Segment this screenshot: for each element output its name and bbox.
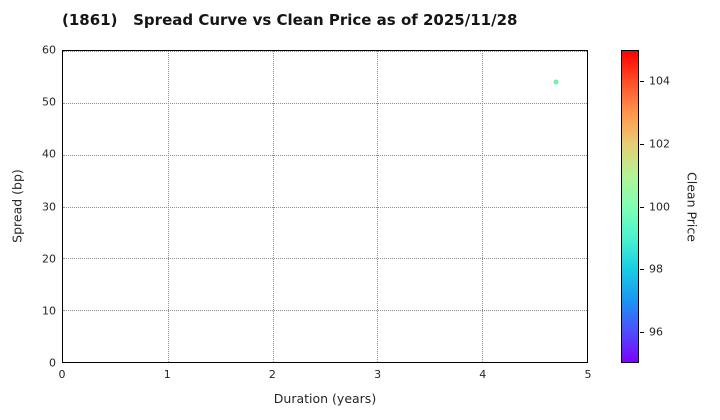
gridline-horizontal bbox=[63, 310, 587, 312]
gridline-horizontal bbox=[63, 102, 587, 104]
x-tick-label: 2 bbox=[268, 368, 276, 381]
x-tick-label: 4 bbox=[479, 368, 487, 381]
plot-area bbox=[62, 50, 588, 363]
y-tick-label: 30 bbox=[42, 200, 56, 213]
colorbar-tick-mark bbox=[640, 269, 644, 271]
colorbar-tick-mark bbox=[640, 206, 644, 208]
x-tick-label: 0 bbox=[58, 368, 66, 381]
colorbar-label: Clean Price bbox=[684, 172, 700, 242]
colorbar-tick-mark bbox=[640, 143, 644, 145]
x-axis-label: Duration (years) bbox=[273, 391, 377, 406]
x-tick-label: 3 bbox=[374, 368, 382, 381]
colorbar-tick-label: 98 bbox=[649, 262, 663, 276]
chart-title: (1861) Spread Curve vs Clean Price as of… bbox=[62, 11, 518, 29]
gridline-horizontal bbox=[63, 258, 587, 260]
y-axis-label: Spread (bp) bbox=[9, 169, 25, 243]
colorbar-tick-mark bbox=[640, 81, 644, 83]
gridline-horizontal bbox=[63, 154, 587, 156]
y-tick-label: 50 bbox=[42, 95, 56, 109]
colorbar-tick-label: 96 bbox=[649, 325, 663, 339]
gridline-horizontal bbox=[63, 206, 587, 208]
data-point bbox=[553, 79, 559, 85]
colorbar-tick-label: 102 bbox=[649, 137, 670, 151]
colorbar-tick-mark bbox=[640, 331, 644, 333]
colorbar bbox=[621, 50, 639, 363]
x-tick-label: 1 bbox=[163, 368, 171, 381]
y-tick-label: 60 bbox=[42, 43, 56, 57]
x-tick-label: 5 bbox=[584, 368, 592, 381]
y-tick-label: 40 bbox=[42, 147, 56, 161]
y-tick-label: 0 bbox=[49, 356, 56, 370]
y-tick-label: 10 bbox=[42, 304, 56, 318]
colorbar-tick-label: 100 bbox=[649, 200, 670, 213]
gridline-horizontal bbox=[63, 51, 587, 52]
colorbar-tick-label: 104 bbox=[649, 74, 670, 88]
y-tick-label: 20 bbox=[42, 252, 56, 266]
